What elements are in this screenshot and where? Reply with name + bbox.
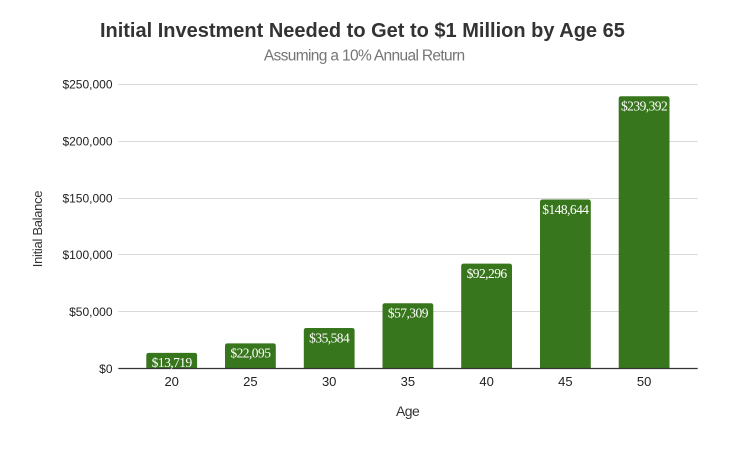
svg-text:35: 35 bbox=[401, 374, 415, 389]
svg-text:30: 30 bbox=[322, 374, 336, 389]
svg-text:Age: Age bbox=[396, 403, 420, 419]
svg-text:$92,296: $92,296 bbox=[467, 266, 508, 281]
svg-text:$148,644: $148,644 bbox=[542, 202, 589, 217]
svg-text:Initial Balance: Initial Balance bbox=[30, 191, 45, 268]
svg-text:Assuming a 10% Annual Return: Assuming a 10% Annual Return bbox=[264, 47, 465, 64]
svg-text:Initial Investment Needed to G: Initial Investment Needed to Get to $1 M… bbox=[100, 20, 625, 42]
svg-text:$100,000: $100,000 bbox=[62, 248, 112, 262]
svg-text:25: 25 bbox=[243, 374, 257, 389]
svg-text:$200,000: $200,000 bbox=[62, 134, 112, 148]
svg-text:$250,000: $250,000 bbox=[62, 78, 112, 92]
svg-text:$50,000: $50,000 bbox=[69, 305, 113, 319]
svg-text:$13,719: $13,719 bbox=[152, 355, 193, 370]
svg-text:40: 40 bbox=[479, 374, 493, 389]
svg-text:$35,584: $35,584 bbox=[309, 330, 350, 345]
svg-text:$57,309: $57,309 bbox=[388, 306, 429, 321]
svg-text:$239,392: $239,392 bbox=[621, 99, 667, 114]
svg-text:$150,000: $150,000 bbox=[62, 191, 112, 205]
svg-text:50: 50 bbox=[637, 374, 651, 389]
svg-text:$0: $0 bbox=[99, 362, 113, 376]
svg-text:$22,095: $22,095 bbox=[230, 346, 271, 361]
svg-text:45: 45 bbox=[558, 374, 572, 389]
svg-text:20: 20 bbox=[164, 374, 178, 389]
